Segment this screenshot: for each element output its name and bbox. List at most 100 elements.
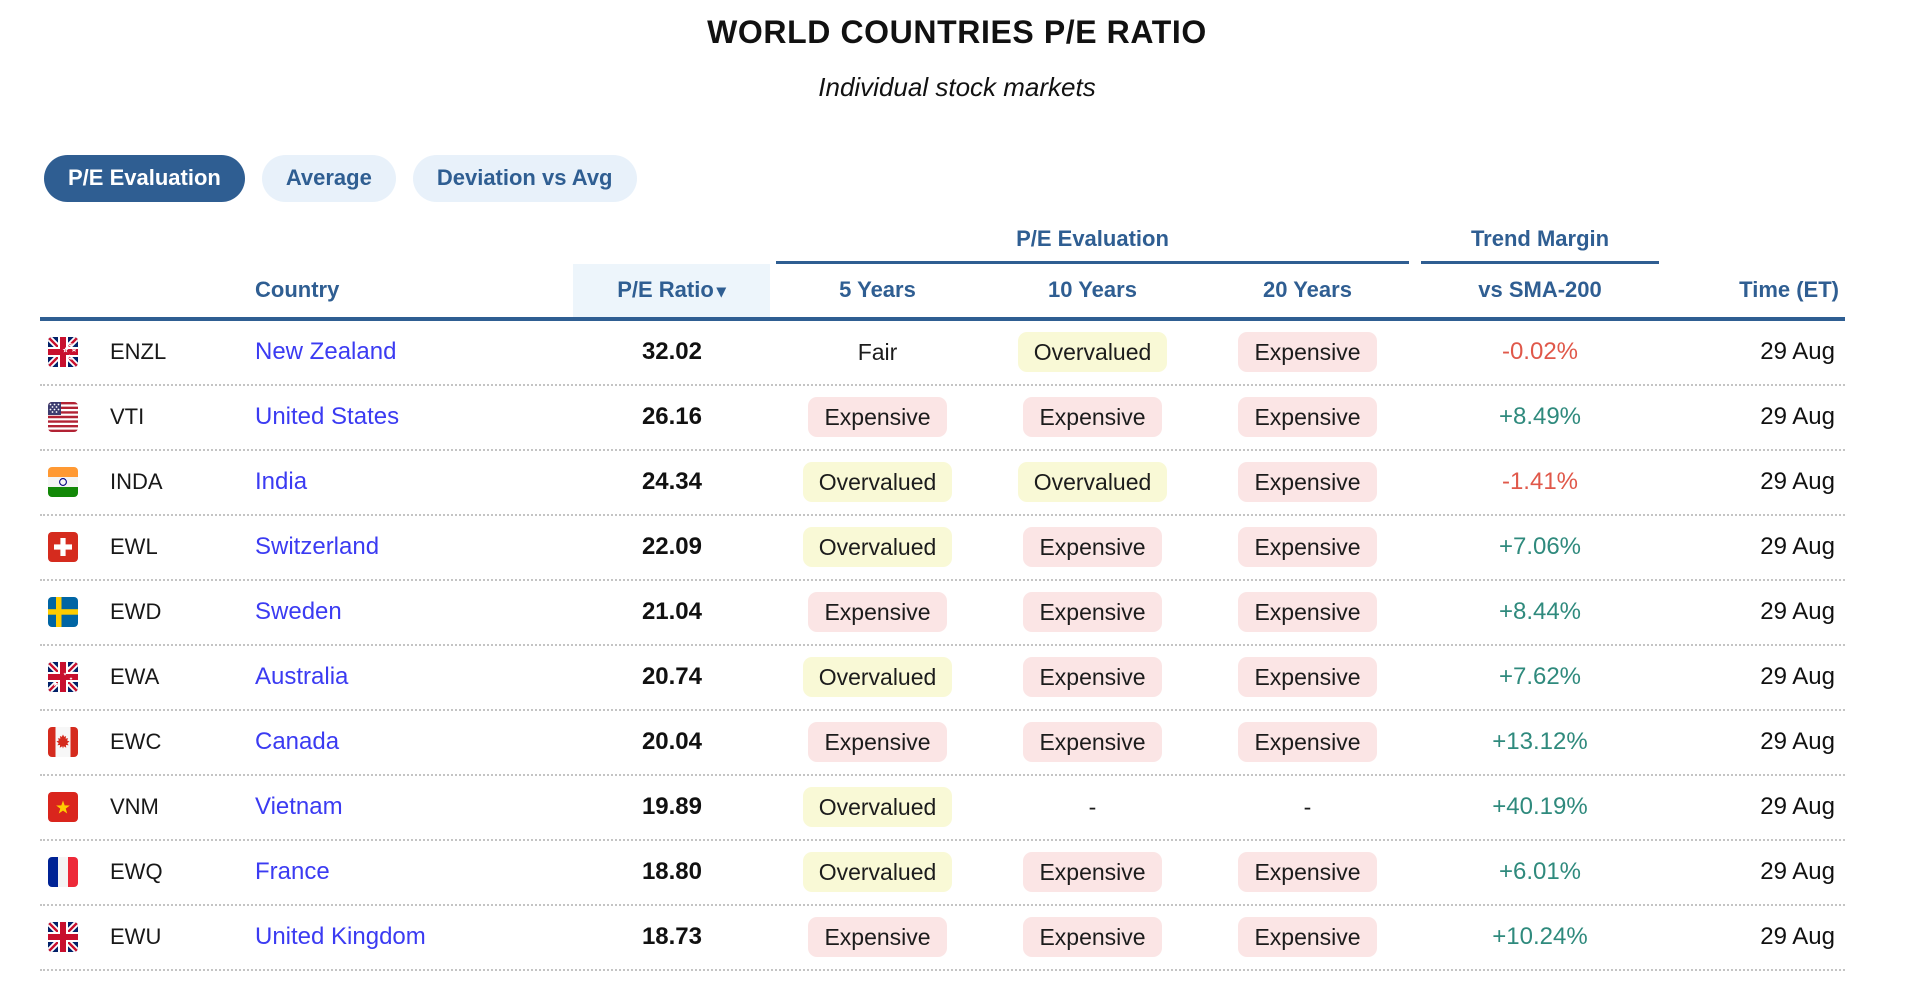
pe-ratio-value: 32.02 bbox=[641, 338, 702, 366]
pe-ratio-value: 24.34 bbox=[641, 468, 702, 496]
trend-margin-value: -0.02% bbox=[1501, 338, 1579, 366]
trend-margin-value: +13.12% bbox=[1492, 728, 1588, 756]
eval-20y-cell: Expensive bbox=[1200, 656, 1415, 698]
table-body: ENZL New Zealand 32.02 Fair Overvalued E… bbox=[40, 321, 1845, 971]
table-row: EWD Sweden 21.04 Expensive Expensive Exp… bbox=[40, 581, 1845, 646]
eval-5y-badge: Expensive bbox=[808, 916, 947, 958]
country-link[interactable]: United States bbox=[255, 403, 400, 431]
flag-cell bbox=[40, 402, 110, 433]
ticker-label: EWU bbox=[110, 924, 162, 950]
flag-vn-icon bbox=[48, 792, 78, 823]
time-value: 29 Aug bbox=[1760, 793, 1835, 821]
eval-5y-cell: Expensive bbox=[770, 916, 985, 958]
time-value: 29 Aug bbox=[1760, 663, 1835, 691]
flag-cell bbox=[40, 467, 110, 498]
time-value: 29 Aug bbox=[1760, 403, 1835, 431]
pe-ratio-value: 21.04 bbox=[641, 598, 702, 626]
eval-20y-cell: Expensive bbox=[1200, 396, 1415, 438]
eval-10y-badge: Expensive bbox=[1023, 396, 1162, 438]
country-link[interactable]: Vietnam bbox=[255, 793, 343, 821]
eval-5y-badge: Overvalued bbox=[802, 461, 953, 503]
table-row: VNM Vietnam 19.89 Overvalued - - +40.19%… bbox=[40, 776, 1845, 841]
flag-gb-icon bbox=[48, 922, 78, 953]
table-row: ENZL New Zealand 32.02 Fair Overvalued E… bbox=[40, 321, 1845, 386]
trend-margin-value: +10.24% bbox=[1492, 923, 1588, 951]
flag-column-header bbox=[40, 264, 110, 317]
eval-5y-badge: Fair bbox=[857, 338, 898, 365]
eval-20y-badge: Expensive bbox=[1238, 916, 1377, 958]
eval-5y-badge: Expensive bbox=[808, 396, 947, 438]
eval-20y-badge: Expensive bbox=[1238, 851, 1377, 893]
ticker-label: VTI bbox=[110, 404, 145, 430]
flag-cell bbox=[40, 337, 110, 368]
eval-5y-cell: Overvalued bbox=[770, 786, 985, 828]
country-link[interactable]: India bbox=[255, 468, 308, 496]
pe-ratio-value: 18.80 bbox=[641, 858, 702, 886]
eval-5y-cell: Fair bbox=[770, 332, 985, 372]
eval-5y-cell: Overvalued bbox=[770, 461, 985, 503]
eval-10y-badge: Expensive bbox=[1023, 916, 1162, 958]
table-row: EWL Switzerland 22.09 Overvalued Expensi… bbox=[40, 516, 1845, 581]
flag-cell bbox=[40, 792, 110, 823]
table-row: EWC Canada 20.04 Expensive Expensive Exp… bbox=[40, 711, 1845, 776]
ticker-label: EWD bbox=[110, 599, 162, 625]
page-title: WORLD COUNTRIES P/E RATIO bbox=[707, 14, 1207, 50]
eval-20y-cell: Expensive bbox=[1200, 526, 1415, 568]
eval-5y-cell: Expensive bbox=[770, 591, 985, 633]
eval-10y-cell: Expensive bbox=[985, 851, 1200, 893]
time-value: 29 Aug bbox=[1760, 533, 1835, 561]
time-value: 29 Aug bbox=[1760, 338, 1835, 366]
eval-5y-cell: Expensive bbox=[770, 721, 985, 763]
ticker-column-header bbox=[110, 264, 255, 317]
eval-10y-badge: Overvalued bbox=[1017, 461, 1168, 503]
tab-deviation-vs-avg[interactable]: Deviation vs Avg bbox=[412, 155, 637, 202]
flag-cell bbox=[40, 727, 110, 758]
column-header-5-years[interactable]: 5 Years bbox=[839, 276, 916, 302]
eval-20y-cell: Expensive bbox=[1200, 916, 1415, 958]
eval-20y-badge: Expensive bbox=[1238, 526, 1377, 568]
eval-10y-badge: Expensive bbox=[1023, 656, 1162, 698]
country-link[interactable]: New Zealand bbox=[255, 338, 397, 366]
eval-5y-badge: Overvalued bbox=[802, 526, 953, 568]
country-link[interactable]: Canada bbox=[255, 728, 340, 756]
table-header-row: Country P/E Ratio ▾ 5 Years 10 Years 20 Y… bbox=[40, 263, 1845, 321]
country-link[interactable]: Sweden bbox=[255, 598, 342, 626]
country-link[interactable]: France bbox=[255, 858, 330, 886]
column-header-10-years[interactable]: 10 Years bbox=[1048, 276, 1137, 302]
eval-10y-cell: - bbox=[985, 787, 1200, 827]
eval-10y-badge: - bbox=[1088, 793, 1097, 820]
ticker-label: EWQ bbox=[110, 859, 163, 885]
sort-desc-icon: ▾ bbox=[716, 281, 726, 302]
tab-p-e-evaluation[interactable]: P/E Evaluation bbox=[44, 155, 245, 202]
flag-us-icon bbox=[48, 402, 78, 433]
eval-10y-cell: Overvalued bbox=[985, 461, 1200, 503]
flag-cell bbox=[40, 922, 110, 953]
pe-ratio-value: 20.74 bbox=[641, 663, 702, 691]
time-value: 29 Aug bbox=[1760, 728, 1835, 756]
trend-margin-value: +7.06% bbox=[1498, 533, 1582, 561]
eval-10y-badge: Expensive bbox=[1023, 721, 1162, 763]
flag-fr-icon bbox=[48, 857, 78, 888]
eval-20y-badge: Expensive bbox=[1238, 591, 1377, 633]
eval-10y-badge: Expensive bbox=[1023, 851, 1162, 893]
country-link[interactable]: Switzerland bbox=[255, 533, 380, 561]
table-row: EWQ France 18.80 Overvalued Expensive Ex… bbox=[40, 841, 1845, 906]
tab-average[interactable]: Average bbox=[261, 155, 396, 202]
pe-ratio-value: 22.09 bbox=[641, 533, 702, 561]
time-value: 29 Aug bbox=[1760, 598, 1835, 626]
time-value: 29 Aug bbox=[1760, 468, 1835, 496]
column-header-vs-sma-200[interactable]: vs SMA-200 bbox=[1478, 276, 1602, 302]
country-link[interactable]: United Kingdom bbox=[255, 923, 426, 951]
group-header-pe-evaluation: P/E Evaluation bbox=[776, 226, 1409, 264]
column-header-country[interactable]: Country bbox=[255, 276, 340, 302]
trend-margin-value: +7.62% bbox=[1498, 663, 1582, 691]
eval-10y-badge: Expensive bbox=[1023, 526, 1162, 568]
trend-margin-value: +6.01% bbox=[1498, 858, 1582, 886]
column-header-time-et[interactable]: Time (ET) bbox=[1739, 276, 1839, 302]
ticker-label: EWA bbox=[110, 664, 160, 690]
page-subtitle: Individual stock markets bbox=[818, 72, 1096, 103]
country-link[interactable]: Australia bbox=[255, 663, 349, 691]
eval-20y-cell: Expensive bbox=[1200, 461, 1415, 503]
column-header-20-years[interactable]: 20 Years bbox=[1263, 276, 1352, 302]
column-header-pe-ratio[interactable]: P/E Ratio ▾ bbox=[573, 263, 770, 317]
